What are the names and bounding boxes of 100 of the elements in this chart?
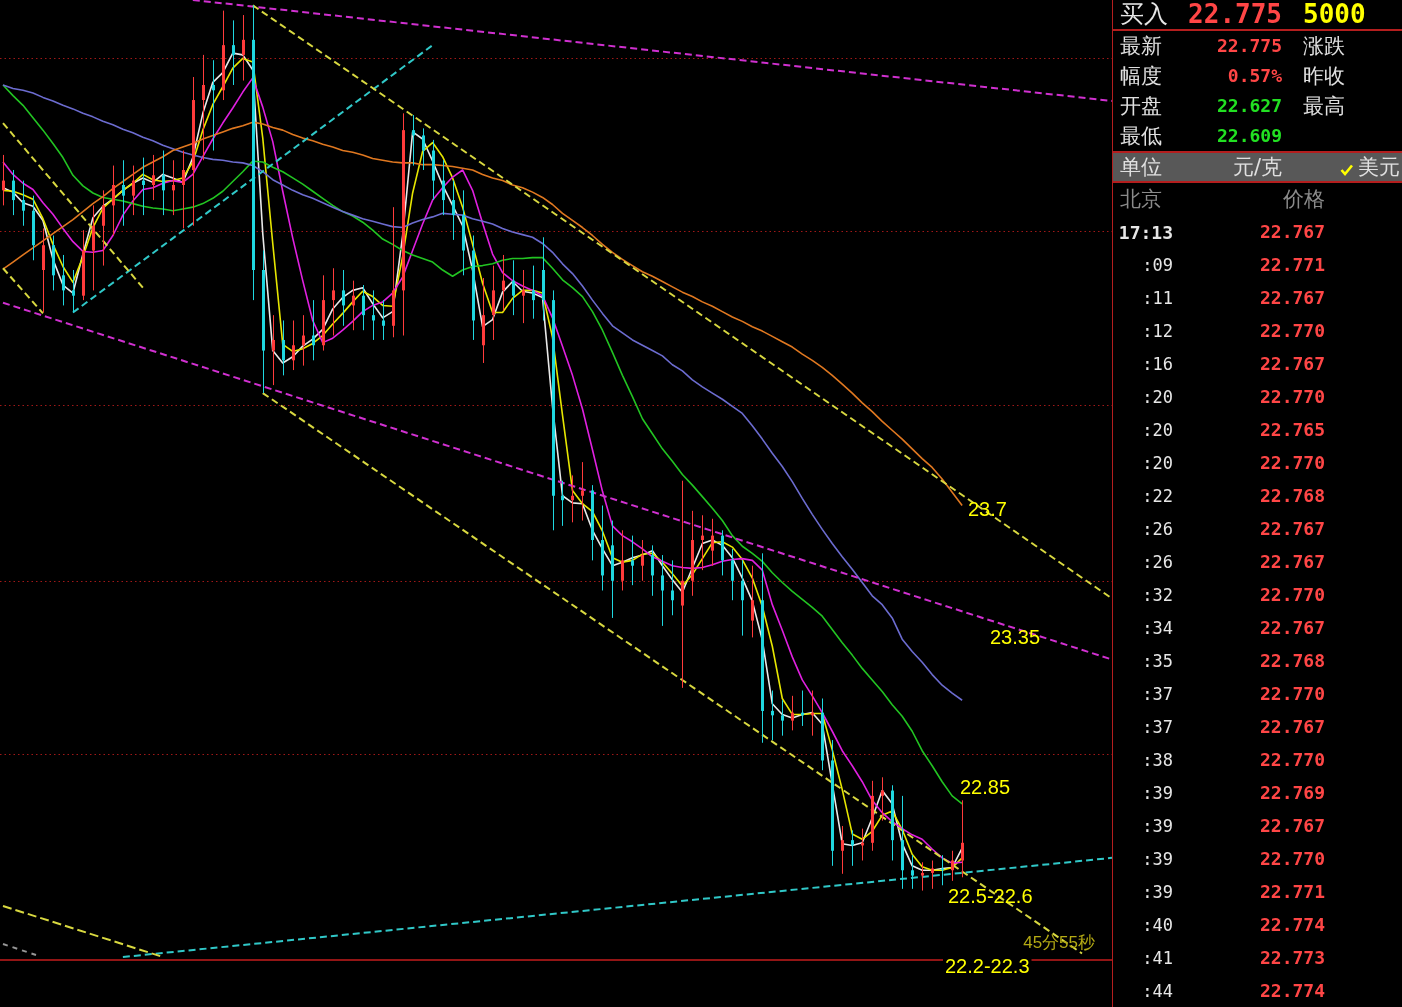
candlestick [502,254,505,312]
annotation: 23.7 [968,497,1007,520]
candlestick [342,269,345,327]
text: 22.770 [1259,749,1325,771]
text: 22.770 [1259,320,1325,342]
candlestick [571,474,574,523]
text: 美元 [1358,154,1400,180]
text: 幅度 [1120,63,1162,89]
text: :40 [1142,914,1173,936]
candlestick [941,854,944,886]
text: 单位 [1120,154,1162,180]
text: 北京 [1120,187,1162,212]
text: 买入 [1120,0,1168,29]
text: :39 [1142,815,1173,837]
text: 最低 [1120,123,1162,149]
text: 22.767 [1259,551,1325,573]
candlestick [352,280,355,331]
text: :44 [1142,980,1173,1002]
candlestick [561,480,564,527]
candlestick [671,559,674,616]
text: 22.767 [1259,221,1325,243]
candlestick [921,861,924,892]
annotation: 22.5-22.6 [948,884,1033,907]
candlestick [442,159,445,216]
text: :35 [1142,650,1173,672]
candlestick [182,150,185,229]
text: :38 [1142,749,1173,771]
text: :11 [1142,287,1173,309]
candlestick [621,529,624,591]
text: :39 [1142,881,1173,903]
text: 22.770 [1259,452,1325,474]
candlestick [2,154,5,206]
text: 22.767 [1259,518,1325,540]
text: 22.767 [1259,617,1325,639]
candlestick [771,690,774,741]
text: 22.765 [1259,419,1325,441]
candlestick [751,565,754,638]
text: 22.775 [1216,34,1282,57]
text: :26 [1142,518,1173,540]
text: 昨收 [1303,63,1345,89]
candlestick [62,254,65,306]
candlestick [12,169,15,216]
text: 22.770 [1259,584,1325,606]
candlestick [641,539,644,582]
candlestick [881,776,884,822]
text: 价格 [1283,187,1325,212]
candlestick [452,180,455,241]
text: 22.767 [1259,287,1325,309]
text: 22.768 [1259,485,1325,507]
candlestick [172,159,175,216]
text: 22.767 [1259,815,1325,837]
text: :09 [1142,254,1173,276]
text: 22.771 [1259,881,1325,903]
annotation: 22.85 [960,775,1011,798]
candlestick [102,189,105,267]
text: :20 [1142,452,1173,474]
annotation: 23.35 [990,625,1041,648]
candlestick [851,829,854,867]
candlestick [152,154,155,201]
candlestick [931,860,934,890]
candlestick [681,480,684,689]
text: 22.627 [1216,94,1282,117]
candlestick [272,314,275,386]
candlestick [332,267,335,337]
text: 22.768 [1259,650,1325,672]
text: 22.775 [1188,0,1282,30]
candlestick [132,165,135,216]
candlestick [312,299,315,361]
candlestick [661,554,664,627]
text: :34 [1142,617,1173,639]
text: :12 [1142,320,1173,342]
candlestick [711,518,714,567]
text: :22 [1142,485,1173,507]
candlestick [631,535,634,586]
candlestick [142,157,145,216]
text: 22.770 [1259,683,1325,705]
candlestick [242,14,245,82]
candlestick [731,548,734,601]
text: 元/克 [1232,154,1282,180]
candlestick [951,850,954,882]
candlestick [162,150,165,216]
text: 最新 [1120,33,1162,59]
text: 22.774 [1259,914,1325,936]
candlestick [72,269,75,314]
text: 22.609 [1216,124,1282,147]
candlestick [382,299,385,341]
candlestick [232,19,235,86]
candlestick [372,289,375,341]
candlestick [282,319,285,376]
text: 17:13 [1118,221,1173,244]
candlestick [522,269,525,324]
candlestick [512,259,515,316]
candlestick [212,59,215,151]
text: 22.2-22.3 [945,954,1030,977]
text: 0.57% [1227,64,1282,87]
candlestick [202,54,205,161]
text: :39 [1142,848,1173,870]
text: 22.771 [1259,254,1325,276]
text: 22.770 [1259,848,1325,870]
text: :37 [1142,716,1173,738]
